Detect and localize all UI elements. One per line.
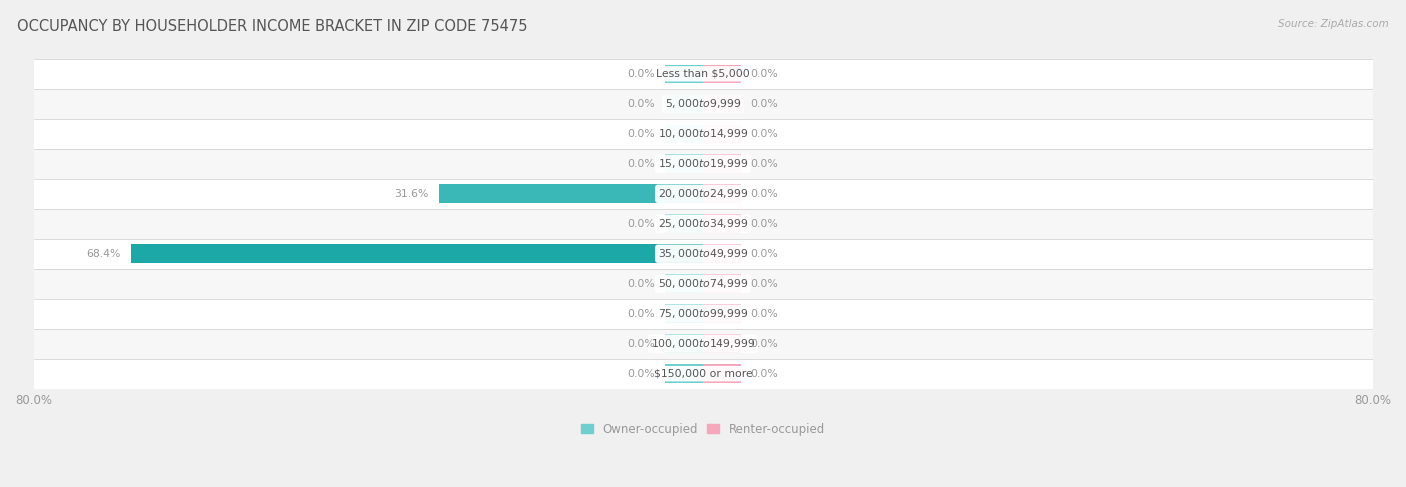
Bar [34,119,1372,149]
Bar [703,94,741,113]
Bar [703,304,741,323]
Text: $25,000 to $34,999: $25,000 to $34,999 [658,217,748,230]
Text: 0.0%: 0.0% [627,309,655,318]
Bar [665,154,703,173]
Bar [34,269,1372,299]
Text: 0.0%: 0.0% [627,99,655,109]
Text: 0.0%: 0.0% [627,338,655,349]
Text: 0.0%: 0.0% [751,338,779,349]
Text: $75,000 to $99,999: $75,000 to $99,999 [658,307,748,320]
Bar [703,185,741,203]
Text: 0.0%: 0.0% [751,189,779,199]
Bar [703,125,741,143]
Bar [703,244,741,263]
Bar [703,214,741,233]
Text: 31.6%: 31.6% [394,189,429,199]
Text: $150,000 or more: $150,000 or more [654,369,752,379]
Bar [665,125,703,143]
Bar [34,179,1372,209]
Legend: Owner-occupied, Renter-occupied: Owner-occupied, Renter-occupied [581,423,825,435]
Bar [34,239,1372,269]
Text: 0.0%: 0.0% [751,69,779,79]
Text: 0.0%: 0.0% [751,159,779,169]
Bar [665,94,703,113]
Text: 68.4%: 68.4% [86,249,121,259]
Text: Source: ZipAtlas.com: Source: ZipAtlas.com [1278,19,1389,30]
Text: Less than $5,000: Less than $5,000 [657,69,749,79]
Text: $50,000 to $74,999: $50,000 to $74,999 [658,277,748,290]
Bar [703,154,741,173]
Text: 0.0%: 0.0% [627,129,655,139]
Bar [665,214,703,233]
Text: 0.0%: 0.0% [627,279,655,289]
Bar [665,64,703,83]
Bar [34,149,1372,179]
Bar [439,185,703,203]
Text: 0.0%: 0.0% [751,309,779,318]
Bar [34,59,1372,89]
Bar [34,299,1372,329]
Bar [34,89,1372,119]
Text: $20,000 to $24,999: $20,000 to $24,999 [658,187,748,200]
Text: 0.0%: 0.0% [627,219,655,229]
Text: 0.0%: 0.0% [627,159,655,169]
Bar [665,275,703,293]
Text: 0.0%: 0.0% [627,369,655,379]
Bar [703,275,741,293]
Text: OCCUPANCY BY HOUSEHOLDER INCOME BRACKET IN ZIP CODE 75475: OCCUPANCY BY HOUSEHOLDER INCOME BRACKET … [17,19,527,35]
Text: $15,000 to $19,999: $15,000 to $19,999 [658,157,748,170]
Text: 0.0%: 0.0% [751,219,779,229]
Text: 0.0%: 0.0% [751,99,779,109]
Text: 0.0%: 0.0% [751,249,779,259]
Text: $10,000 to $14,999: $10,000 to $14,999 [658,127,748,140]
Text: 0.0%: 0.0% [751,279,779,289]
Bar [665,364,703,383]
Text: 0.0%: 0.0% [751,369,779,379]
Bar [703,364,741,383]
Bar [34,359,1372,389]
Bar [703,335,741,353]
Text: 0.0%: 0.0% [751,129,779,139]
Text: 0.0%: 0.0% [627,69,655,79]
Bar [34,209,1372,239]
Bar [34,329,1372,359]
Bar [665,335,703,353]
Text: $5,000 to $9,999: $5,000 to $9,999 [665,97,741,111]
Text: $100,000 to $149,999: $100,000 to $149,999 [651,337,755,350]
Text: $35,000 to $49,999: $35,000 to $49,999 [658,247,748,260]
Bar [665,304,703,323]
Bar [131,244,703,263]
Bar [703,64,741,83]
